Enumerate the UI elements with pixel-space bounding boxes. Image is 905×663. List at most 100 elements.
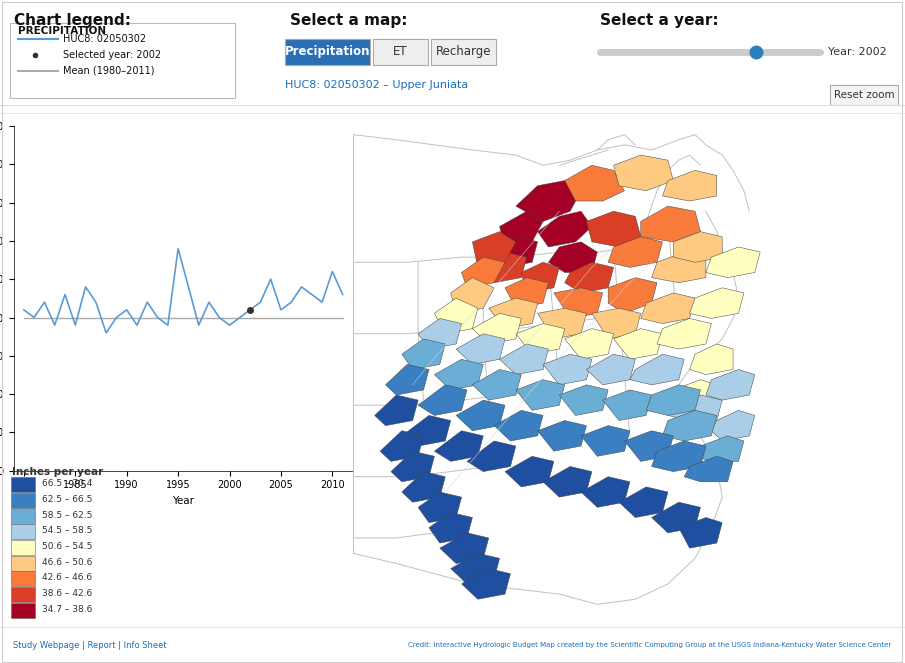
Polygon shape xyxy=(565,329,614,359)
Polygon shape xyxy=(494,410,543,441)
Bar xyxy=(11,572,34,586)
Bar xyxy=(373,39,428,65)
Polygon shape xyxy=(472,231,516,267)
Polygon shape xyxy=(483,252,527,282)
Polygon shape xyxy=(657,318,711,349)
Bar xyxy=(10,23,235,97)
Polygon shape xyxy=(472,369,521,400)
Polygon shape xyxy=(565,165,624,201)
Text: Study Webpage | Report | Info Sheet: Study Webpage | Report | Info Sheet xyxy=(14,640,167,650)
Polygon shape xyxy=(440,533,489,564)
Text: Credit: Interactive Hydrologic Budget Map created by the Scientific Computing Gr: Credit: Interactive Hydrologic Budget Ma… xyxy=(408,642,891,648)
Polygon shape xyxy=(624,431,673,461)
Polygon shape xyxy=(641,206,700,242)
Text: Precipitation: Precipitation xyxy=(285,45,370,58)
Polygon shape xyxy=(386,365,429,395)
Polygon shape xyxy=(500,344,548,375)
Text: HUC8: 02050302: HUC8: 02050302 xyxy=(63,34,146,44)
Polygon shape xyxy=(662,410,717,441)
Polygon shape xyxy=(586,211,641,247)
Polygon shape xyxy=(668,395,722,420)
Polygon shape xyxy=(456,333,505,365)
Polygon shape xyxy=(429,512,472,543)
Polygon shape xyxy=(434,431,483,461)
Bar xyxy=(11,540,34,555)
Bar xyxy=(11,587,34,602)
Bar xyxy=(11,603,34,617)
Polygon shape xyxy=(581,477,630,507)
Polygon shape xyxy=(592,308,641,339)
Text: HUC8: 02050302 – Upper Juniata: HUC8: 02050302 – Upper Juniata xyxy=(285,80,468,90)
Polygon shape xyxy=(706,369,755,400)
Polygon shape xyxy=(565,263,614,293)
Polygon shape xyxy=(641,293,695,324)
Polygon shape xyxy=(500,211,543,247)
Polygon shape xyxy=(418,492,462,522)
Text: Chart legend:: Chart legend: xyxy=(14,13,131,28)
Polygon shape xyxy=(619,487,668,518)
Polygon shape xyxy=(538,308,586,339)
Polygon shape xyxy=(462,569,510,599)
Text: Selected year: 2002: Selected year: 2002 xyxy=(63,50,161,60)
Polygon shape xyxy=(472,314,521,344)
Polygon shape xyxy=(548,242,597,272)
Text: 46.6 – 50.6: 46.6 – 50.6 xyxy=(42,558,92,567)
Text: Recharge: Recharge xyxy=(435,45,491,58)
Polygon shape xyxy=(516,180,581,221)
Polygon shape xyxy=(516,380,565,410)
Bar xyxy=(11,509,34,524)
Text: 38.6 – 42.6: 38.6 – 42.6 xyxy=(42,589,92,598)
Polygon shape xyxy=(630,354,684,385)
Polygon shape xyxy=(451,553,500,584)
Bar xyxy=(11,493,34,508)
Polygon shape xyxy=(467,441,516,471)
Polygon shape xyxy=(505,456,554,487)
Bar xyxy=(11,524,34,539)
Polygon shape xyxy=(614,329,662,359)
Bar xyxy=(11,477,34,492)
Text: 50.6 – 54.5: 50.6 – 54.5 xyxy=(42,542,92,551)
Polygon shape xyxy=(554,288,603,318)
Polygon shape xyxy=(402,416,451,446)
Text: PRECIPITATION: PRECIPITATION xyxy=(18,26,106,36)
Polygon shape xyxy=(711,410,755,441)
Text: Reset zoom: Reset zoom xyxy=(834,90,894,99)
Polygon shape xyxy=(434,298,478,333)
Polygon shape xyxy=(418,385,467,416)
Polygon shape xyxy=(662,170,717,201)
Text: Mean (1980–2011): Mean (1980–2011) xyxy=(63,66,155,76)
Bar xyxy=(830,85,898,105)
Polygon shape xyxy=(652,252,706,282)
Text: Inches per year: Inches per year xyxy=(13,467,104,477)
Polygon shape xyxy=(614,155,673,191)
Polygon shape xyxy=(521,263,559,293)
X-axis label: Year: Year xyxy=(172,496,195,506)
Polygon shape xyxy=(608,278,657,314)
Text: 34.7 – 38.6: 34.7 – 38.6 xyxy=(42,605,92,614)
Polygon shape xyxy=(581,426,630,456)
Polygon shape xyxy=(690,344,733,375)
Polygon shape xyxy=(375,395,418,426)
Polygon shape xyxy=(652,503,700,533)
Polygon shape xyxy=(586,354,635,385)
Polygon shape xyxy=(434,359,483,390)
Text: Select a year:: Select a year: xyxy=(600,13,719,28)
Polygon shape xyxy=(690,288,744,318)
Text: Select a map:: Select a map: xyxy=(290,13,407,28)
Polygon shape xyxy=(608,237,662,267)
Text: 42.6 – 46.6: 42.6 – 46.6 xyxy=(42,573,91,582)
Polygon shape xyxy=(489,298,538,329)
Bar xyxy=(285,39,370,65)
Polygon shape xyxy=(603,390,652,420)
Text: ET: ET xyxy=(393,45,408,58)
Polygon shape xyxy=(451,278,494,314)
Polygon shape xyxy=(706,247,760,278)
Text: Year: 2002: Year: 2002 xyxy=(828,47,887,57)
Polygon shape xyxy=(559,385,608,416)
Text: 62.5 – 66.5: 62.5 – 66.5 xyxy=(42,495,92,504)
Text: 54.5 – 58.5: 54.5 – 58.5 xyxy=(42,526,92,536)
Polygon shape xyxy=(538,420,586,451)
Text: 66.5 – 70.4: 66.5 – 70.4 xyxy=(42,479,92,489)
Polygon shape xyxy=(543,467,592,497)
Polygon shape xyxy=(380,431,424,461)
